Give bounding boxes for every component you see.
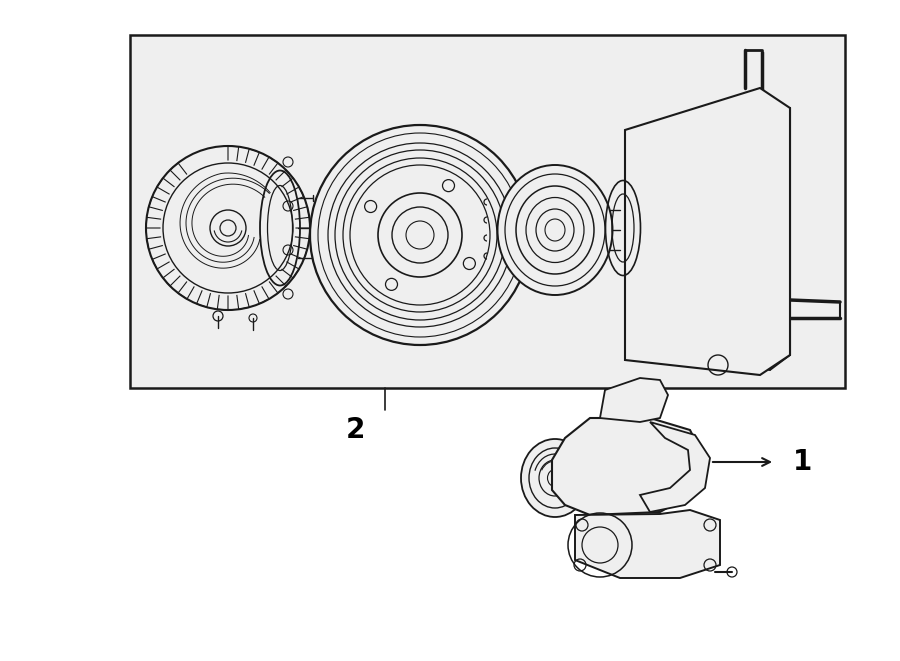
Ellipse shape [521, 439, 589, 517]
Polygon shape [575, 510, 720, 578]
Polygon shape [600, 378, 668, 422]
Polygon shape [552, 418, 700, 515]
Circle shape [310, 125, 530, 345]
Polygon shape [640, 422, 710, 512]
Text: 2: 2 [346, 416, 365, 444]
Ellipse shape [498, 165, 613, 295]
Bar [130, 35, 845, 388]
Polygon shape [625, 88, 790, 375]
Text: 1: 1 [793, 448, 812, 476]
